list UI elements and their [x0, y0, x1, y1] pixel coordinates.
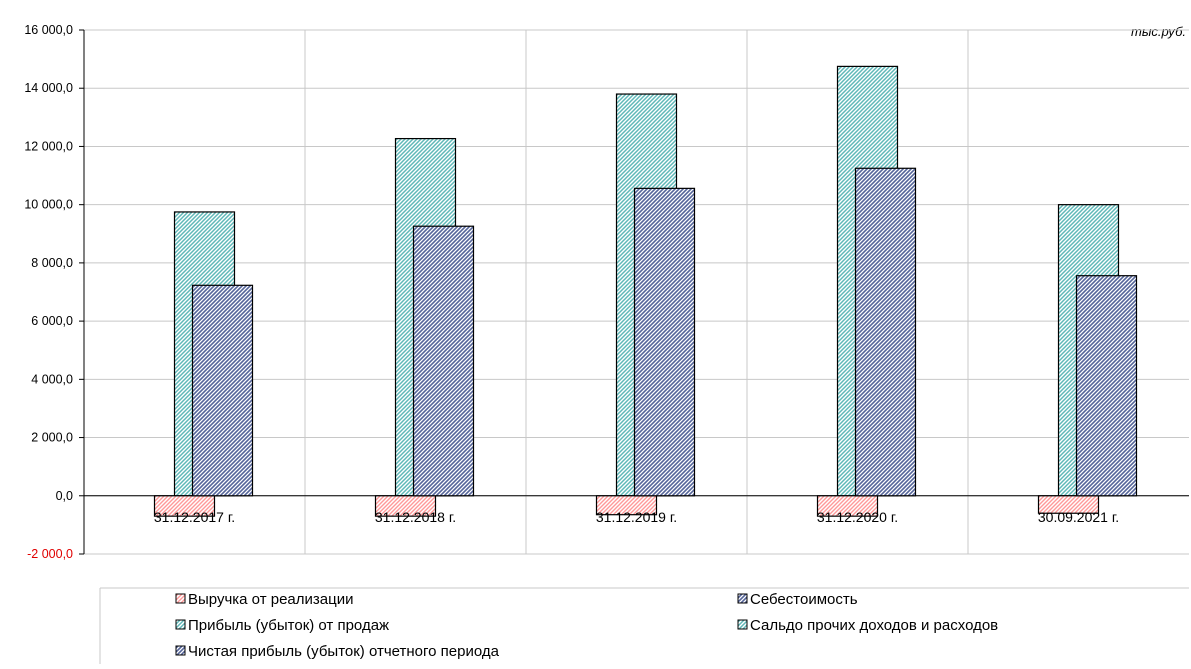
x-category-label: 31.12.2020 г.: [817, 509, 898, 525]
y-tick-label: -2 000,0: [27, 547, 73, 561]
y-tick-label: 0,0: [56, 489, 73, 503]
y-tick-label: 8 000,0: [31, 256, 73, 270]
x-category-label: 31.12.2018 г.: [375, 509, 456, 525]
bar-net-profit: [854, 167, 917, 497]
legend-swatch: [175, 593, 186, 604]
units-label: тыс.руб.: [1131, 24, 1186, 39]
bar-revenue: [374, 495, 437, 517]
y-tick-label: 2 000,0: [31, 431, 73, 445]
legend-swatch: [737, 593, 748, 604]
legend-label: Сальдо прочих доходов и расходов: [750, 617, 998, 634]
y-tick-label: 16 000,0: [24, 23, 73, 37]
x-category-label: 31.12.2019 г.: [596, 509, 677, 525]
bars: [153, 65, 1138, 517]
bar-net-profit: [633, 187, 696, 497]
legend-label: Выручка от реализации: [188, 591, 353, 608]
bar-revenue: [816, 495, 879, 517]
legend-swatch: [175, 619, 186, 630]
bar-net-profit: [412, 225, 475, 497]
y-axis-ticks: 16 000,0 14 000,0 12 000,0 10 000,0 8 000,0 6…: [24, 23, 84, 561]
x-category-label: 31.12.2017 г.: [154, 509, 235, 525]
x-axis-categories: 31.12.2017 г. 31.12.2018 г. 31.12.2019 г. 3…: [154, 509, 1119, 525]
y-tick-label: 10 000,0: [24, 198, 73, 212]
bar-revenue: [595, 495, 658, 516]
y-tick-label: 6 000,0: [31, 314, 73, 328]
bar-revenue: [1037, 495, 1100, 514]
legend: Выручка от реализации Прибыль (убыток) от…: [99, 587, 1189, 664]
bar-net-profit: [191, 284, 254, 497]
y-tick-label: 12 000,0: [24, 139, 73, 153]
legend-swatch: [175, 645, 186, 656]
x-category-label: 30.09.2021 г.: [1038, 509, 1119, 525]
y-tick-label: 14 000,0: [24, 81, 73, 95]
bar-revenue: [153, 495, 216, 517]
legend-label: Прибыль (убыток) от продаж: [188, 617, 389, 634]
legend-label: Себестоимость: [750, 591, 858, 608]
legend-swatch: [737, 619, 748, 630]
y-tick-label: 4 000,0: [31, 372, 73, 386]
bar-net-profit: [1075, 275, 1138, 497]
legend-label: Чистая прибыль (убыток) отчетного период…: [188, 643, 500, 660]
